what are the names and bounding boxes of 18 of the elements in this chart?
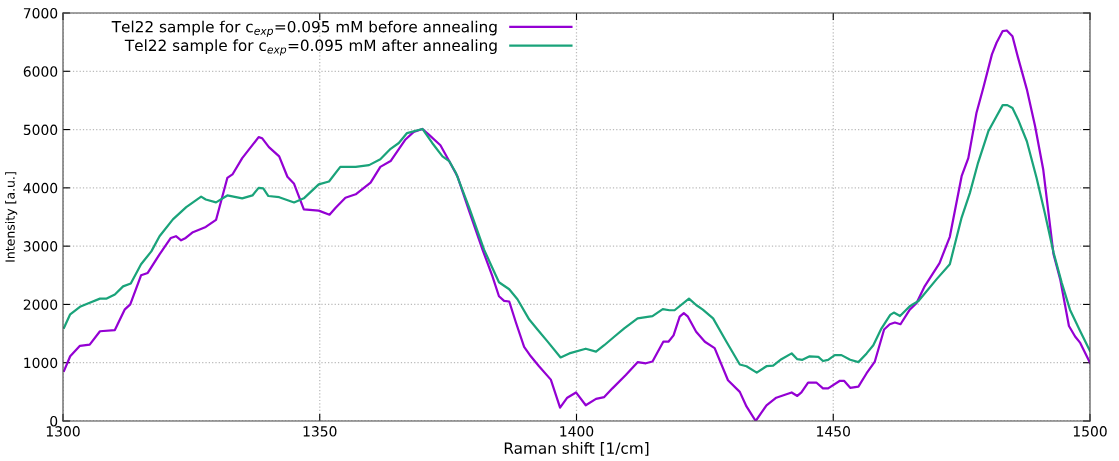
y-tick-label: 4000 xyxy=(23,182,58,194)
y-tick-label: 5000 xyxy=(23,124,58,136)
y-tick-label: 0 xyxy=(50,415,58,427)
x-tick-label: 1500 xyxy=(1073,426,1107,437)
line-series xyxy=(63,103,1090,374)
legend-label: Tel22 sample for c$_{exp}$=0.095 mM after annealing xyxy=(124,39,497,56)
y-tick-label: 3000 xyxy=(23,241,58,252)
x-tick-label: 1350 xyxy=(303,426,337,437)
y-tick-label: 1000 xyxy=(24,357,58,369)
y-tick-label: 2000 xyxy=(23,299,58,310)
y-axis-title: Intensity [a.u.] xyxy=(5,172,18,262)
y-tick-label: 6000 xyxy=(23,66,58,77)
x-axis-title: Raman shift [1/cm] xyxy=(504,442,649,456)
x-tick-label: 1400 xyxy=(560,426,594,437)
legend-label: Tel22 sample for c$_{exp}$=0.095 mM before annealing xyxy=(111,20,497,37)
x-tick-label: 1300 xyxy=(46,426,80,437)
x-tick-label: 1450 xyxy=(817,426,850,437)
y-tick-label: 7000 xyxy=(23,7,58,19)
